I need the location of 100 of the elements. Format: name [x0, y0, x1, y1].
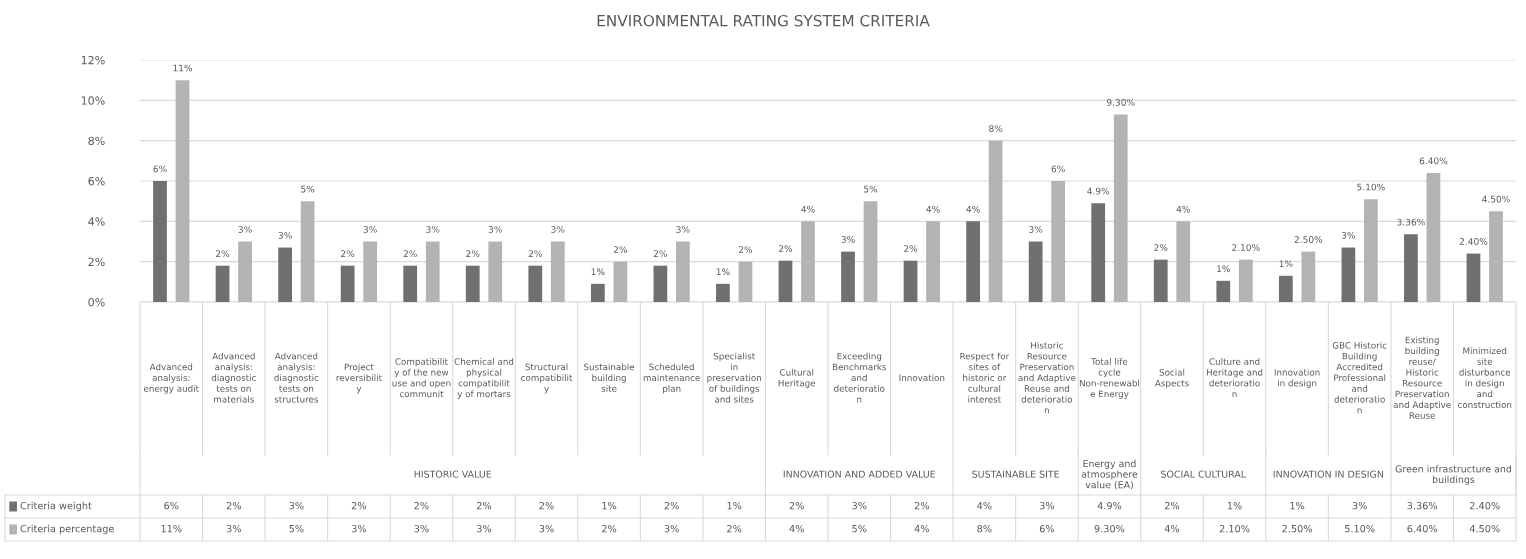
text: 2% — [466, 250, 480, 258]
data-label: 3% — [1039, 501, 1055, 510]
x-tick-label: Existing building reuse/ Historic Resource Preservation and Adaptive Reuse — [1393, 336, 1451, 419]
text: 4.50% — [1482, 195, 1510, 203]
text: 3% — [363, 225, 377, 233]
data-label: 8% — [977, 524, 992, 533]
data-label: 2% — [789, 501, 804, 510]
text: 2.40% — [1459, 238, 1488, 245]
bar — [1238, 259, 1253, 302]
x-tick-label: Advanced analysis: diagnostic tests on structures — [274, 352, 319, 403]
data-label: 3.36% — [1407, 501, 1438, 510]
text: 5% — [864, 185, 878, 193]
text: 4% — [1176, 205, 1190, 213]
text: 2.50% — [1294, 236, 1323, 243]
legend-label: Criteria percentage — [20, 524, 114, 535]
bar — [676, 241, 690, 302]
bar — [1364, 199, 1378, 302]
y-tick-label: 12% — [81, 55, 105, 65]
data-label: 3% — [664, 524, 679, 533]
data-label: 4% — [914, 524, 929, 533]
legend-label: Criteria weight — [20, 501, 92, 512]
data-label: 2% — [602, 524, 617, 533]
bar — [238, 241, 252, 302]
data-label: 4.9% — [1097, 501, 1122, 510]
data-label: 6.40% — [1407, 524, 1438, 533]
bar — [841, 251, 855, 302]
text: 3% — [1029, 225, 1043, 233]
text: 3% — [551, 225, 565, 233]
x-tick-label: Structural compatibility — [521, 363, 573, 394]
x-tick-label: Chemical and physical compatibility of mortars — [454, 358, 514, 399]
text: 4% — [926, 205, 940, 213]
data-label: 2.50% — [1282, 524, 1312, 533]
text: 2% — [613, 246, 628, 253]
bar — [1153, 259, 1168, 302]
bar — [1051, 181, 1066, 302]
bar — [903, 260, 918, 302]
y-tick-label: 4% — [88, 217, 105, 226]
x-tick-label: Innovation in design — [1274, 368, 1320, 389]
text: 3% — [676, 225, 690, 233]
x-tick-label: Sustainable building site — [584, 363, 635, 392]
x-tick-label: GBC Historic Building Accredited Professional and deterioration — [1332, 341, 1387, 414]
text: 3.36% — [1397, 218, 1425, 226]
bar — [590, 283, 605, 302]
text: 6% — [1051, 165, 1065, 173]
data-label: 3% — [289, 501, 304, 510]
text: 8% — [989, 125, 1003, 132]
text: 6% — [153, 165, 167, 173]
chart-title: ENVIRONMENTAL RATING SYSTEM CRITERIA — [597, 14, 930, 27]
bar — [1091, 203, 1106, 302]
bar — [340, 265, 355, 302]
x-tick-label: Historic Resource Preservation and Adaptive Reuse and deterioration — [1018, 341, 1076, 414]
text: 3% — [1341, 232, 1356, 239]
y-tick-label: 6% — [88, 176, 105, 186]
bar — [1113, 114, 1128, 302]
x-tick-label: Innovation — [899, 374, 945, 382]
x-tick-label: Culture and Heritage and deterioration — [1206, 358, 1263, 398]
data-label: 1% — [1227, 501, 1242, 510]
data-label: 4% — [1164, 524, 1180, 533]
text: INNOVATION AND ADDED VALUE — [783, 470, 936, 478]
bar — [278, 247, 292, 302]
text: INNOVATION IN DESIGN — [1273, 470, 1383, 478]
text: 3% — [278, 232, 292, 239]
bar — [613, 261, 628, 302]
text: 2% — [528, 250, 542, 258]
text: 6.40% — [1419, 157, 1448, 165]
text: 2% — [1154, 244, 1168, 251]
text: Green infrastructure and buildings — [1395, 465, 1512, 485]
bar — [403, 265, 418, 302]
bar — [550, 241, 565, 302]
x-tick-label: Cultural Heritage — [778, 368, 816, 389]
data-label: 2.10% — [1219, 524, 1250, 533]
text: 1% — [591, 268, 605, 276]
text: 2% — [341, 250, 355, 258]
x-tick-label: Advanced analysis: diagnostic tests on materials — [211, 352, 256, 403]
data-label: 6% — [164, 501, 179, 510]
bar — [488, 241, 503, 302]
y-tick-label: 8% — [88, 136, 105, 146]
bar — [716, 283, 730, 302]
bar — [1404, 234, 1418, 302]
data-label: 2% — [414, 501, 429, 510]
data-label: 1% — [727, 501, 742, 510]
data-label: 11% — [161, 524, 182, 533]
data-label: 1% — [1290, 501, 1305, 510]
bar — [465, 265, 480, 302]
data-label: 5.10% — [1344, 524, 1375, 533]
data-label: 2% — [727, 524, 742, 533]
x-tick-label: Specialist in preservation of buildings and sites — [707, 352, 762, 403]
data-label: 4% — [789, 524, 804, 533]
data-label: 5% — [852, 524, 867, 533]
text: 2% — [778, 245, 793, 252]
text: 3% — [426, 225, 440, 233]
data-label: 3% — [852, 501, 867, 510]
data-label: 6% — [1039, 524, 1055, 533]
text: Energy and atmosphere value (EA) — [1081, 459, 1138, 490]
data-label: 3% — [351, 524, 367, 533]
text: 2% — [403, 250, 417, 258]
y-tick-label: 10% — [81, 96, 105, 105]
bar — [215, 265, 230, 302]
x-tick-label: Project reversibility — [336, 363, 382, 394]
bar — [926, 221, 940, 302]
